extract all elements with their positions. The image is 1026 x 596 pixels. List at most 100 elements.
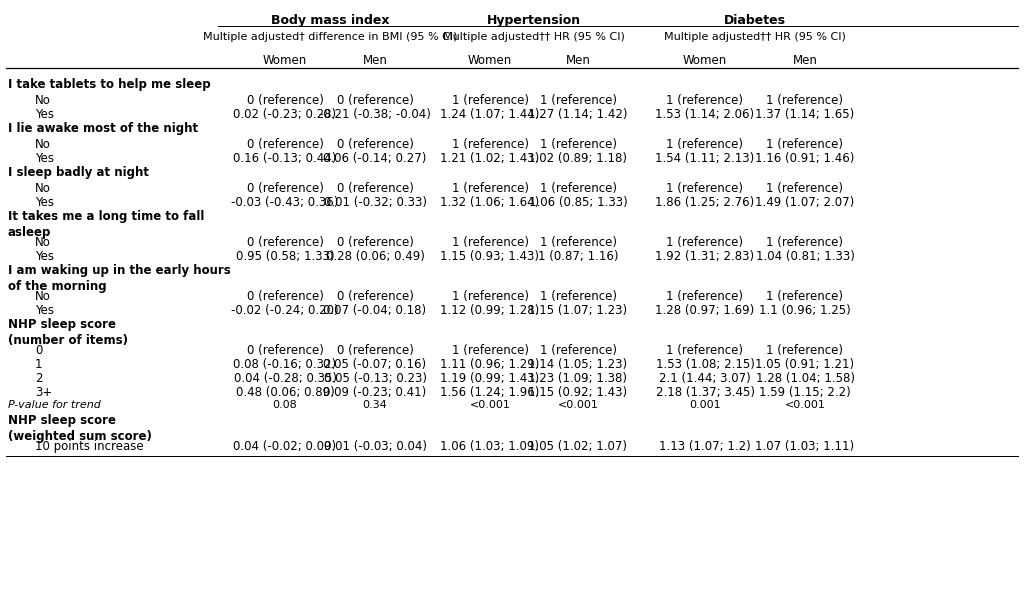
Text: <0.001: <0.001	[785, 400, 826, 410]
Text: No: No	[35, 182, 51, 195]
Text: I take tablets to help me sleep: I take tablets to help me sleep	[8, 78, 210, 91]
Text: 0.05 (-0.07; 0.16): 0.05 (-0.07; 0.16)	[323, 358, 427, 371]
Text: 1.28 (1.04; 1.58): 1.28 (1.04; 1.58)	[755, 372, 855, 385]
Text: 1 (reference): 1 (reference)	[667, 236, 744, 249]
Text: 0.04 (-0.28; 0.35): 0.04 (-0.28; 0.35)	[234, 372, 337, 385]
Text: Yes: Yes	[35, 152, 54, 165]
Text: Women: Women	[263, 54, 307, 67]
Text: Yes: Yes	[35, 196, 54, 209]
Text: No: No	[35, 138, 51, 151]
Text: 1.32 (1.06; 1.64): 1.32 (1.06; 1.64)	[440, 196, 540, 209]
Text: 0.05 (-0.13; 0.23): 0.05 (-0.13; 0.23)	[323, 372, 427, 385]
Text: 1.37 (1.14; 1.65): 1.37 (1.14; 1.65)	[755, 108, 855, 121]
Text: 0.09 (-0.23; 0.41): 0.09 (-0.23; 0.41)	[323, 386, 427, 399]
Text: -0.21 (-0.38; -0.04): -0.21 (-0.38; -0.04)	[319, 108, 431, 121]
Text: Women: Women	[468, 54, 512, 67]
Text: 1 (reference): 1 (reference)	[540, 344, 617, 357]
Text: NHP sleep score
(weighted sum score): NHP sleep score (weighted sum score)	[8, 414, 152, 443]
Text: 1 (reference): 1 (reference)	[451, 344, 528, 357]
Text: 1 (reference): 1 (reference)	[451, 138, 528, 151]
Text: 1 (reference): 1 (reference)	[766, 344, 843, 357]
Text: 0 (reference): 0 (reference)	[246, 236, 323, 249]
Text: 1.1 (0.96; 1.25): 1.1 (0.96; 1.25)	[759, 304, 851, 317]
Text: 1.15 (0.92; 1.43): 1.15 (0.92; 1.43)	[528, 386, 628, 399]
Text: 2.18 (1.37; 3.45): 2.18 (1.37; 3.45)	[656, 386, 754, 399]
Text: Men: Men	[792, 54, 818, 67]
Text: Body mass index: Body mass index	[271, 14, 389, 27]
Text: 1.23 (1.09; 1.38): 1.23 (1.09; 1.38)	[528, 372, 628, 385]
Text: 1.05 (0.91; 1.21): 1.05 (0.91; 1.21)	[755, 358, 855, 371]
Text: 1 (reference): 1 (reference)	[766, 182, 843, 195]
Text: 0.48 (0.06; 0.89): 0.48 (0.06; 0.89)	[236, 386, 334, 399]
Text: 1 (reference): 1 (reference)	[451, 182, 528, 195]
Text: 0.07 (-0.04; 0.18): 0.07 (-0.04; 0.18)	[323, 304, 427, 317]
Text: 1.12 (0.99; 1.28): 1.12 (0.99; 1.28)	[440, 304, 540, 317]
Text: 0.28 (0.06; 0.49): 0.28 (0.06; 0.49)	[325, 250, 425, 263]
Text: I am waking up in the early hours
of the morning: I am waking up in the early hours of the…	[8, 264, 231, 293]
Text: Yes: Yes	[35, 304, 54, 317]
Text: 1 (reference): 1 (reference)	[451, 290, 528, 303]
Text: 1.04 (0.81; 1.33): 1.04 (0.81; 1.33)	[755, 250, 855, 263]
Text: <0.001: <0.001	[470, 400, 511, 410]
Text: 1.53 (1.14; 2.06): 1.53 (1.14; 2.06)	[656, 108, 754, 121]
Text: 0.34: 0.34	[362, 400, 388, 410]
Text: It takes me a long time to fall
asleep: It takes me a long time to fall asleep	[8, 210, 204, 239]
Text: <0.001: <0.001	[557, 400, 598, 410]
Text: 2: 2	[35, 372, 42, 385]
Text: 1.86 (1.25; 2.76): 1.86 (1.25; 2.76)	[656, 196, 755, 209]
Text: No: No	[35, 94, 51, 107]
Text: 0.01 (-0.32; 0.33): 0.01 (-0.32; 0.33)	[323, 196, 427, 209]
Text: 1.05 (1.02; 1.07): 1.05 (1.02; 1.07)	[528, 440, 628, 453]
Text: 1 (reference): 1 (reference)	[667, 138, 744, 151]
Text: 0.04 (-0.02; 0.09): 0.04 (-0.02; 0.09)	[234, 440, 337, 453]
Text: 1 (reference): 1 (reference)	[667, 94, 744, 107]
Text: 0 (reference): 0 (reference)	[337, 94, 413, 107]
Text: 1.15 (0.93; 1.43): 1.15 (0.93; 1.43)	[440, 250, 540, 263]
Text: 0 (reference): 0 (reference)	[246, 182, 323, 195]
Text: 1.49 (1.07; 2.07): 1.49 (1.07; 2.07)	[755, 196, 855, 209]
Text: 1.19 (0.99; 1.43): 1.19 (0.99; 1.43)	[440, 372, 540, 385]
Text: 1.15 (1.07; 1.23): 1.15 (1.07; 1.23)	[528, 304, 628, 317]
Text: 1.53 (1.08; 2.15): 1.53 (1.08; 2.15)	[656, 358, 754, 371]
Text: 1.02 (0.89; 1.18): 1.02 (0.89; 1.18)	[528, 152, 628, 165]
Text: P-value for trend: P-value for trend	[8, 400, 101, 410]
Text: 1 (reference): 1 (reference)	[540, 138, 617, 151]
Text: Diabetes: Diabetes	[724, 14, 786, 27]
Text: 1 (reference): 1 (reference)	[667, 290, 744, 303]
Text: 0.06 (-0.14; 0.27): 0.06 (-0.14; 0.27)	[323, 152, 427, 165]
Text: 1.59 (1.15; 2.2): 1.59 (1.15; 2.2)	[759, 386, 851, 399]
Text: 1 (reference): 1 (reference)	[766, 290, 843, 303]
Text: I sleep badly at night: I sleep badly at night	[8, 166, 149, 179]
Text: No: No	[35, 236, 51, 249]
Text: 0 (reference): 0 (reference)	[246, 94, 323, 107]
Text: 1 (reference): 1 (reference)	[766, 94, 843, 107]
Text: 0.001: 0.001	[689, 400, 721, 410]
Text: 1.28 (0.97; 1.69): 1.28 (0.97; 1.69)	[656, 304, 755, 317]
Text: Multiple adjusted†† HR (95 % CI): Multiple adjusted†† HR (95 % CI)	[443, 32, 625, 42]
Text: 0 (reference): 0 (reference)	[337, 344, 413, 357]
Text: NHP sleep score
(number of items): NHP sleep score (number of items)	[8, 318, 128, 347]
Text: Multiple adjusted† difference in BMI (95 % CI): Multiple adjusted† difference in BMI (95…	[203, 32, 458, 42]
Text: 0.16 (-0.13; 0.44): 0.16 (-0.13; 0.44)	[233, 152, 337, 165]
Text: 1.16 (0.91; 1.46): 1.16 (0.91; 1.46)	[755, 152, 855, 165]
Text: 0.08: 0.08	[273, 400, 298, 410]
Text: 1 (reference): 1 (reference)	[766, 236, 843, 249]
Text: 1.06 (1.03; 1.09): 1.06 (1.03; 1.09)	[440, 440, 540, 453]
Text: 0.08 (-0.16; 0.32): 0.08 (-0.16; 0.32)	[234, 358, 337, 371]
Text: 0: 0	[35, 344, 42, 357]
Text: 0 (reference): 0 (reference)	[337, 236, 413, 249]
Text: 1.21 (1.02; 1.43): 1.21 (1.02; 1.43)	[440, 152, 540, 165]
Text: 1.11 (0.96; 1.29): 1.11 (0.96; 1.29)	[440, 358, 540, 371]
Text: Yes: Yes	[35, 108, 54, 121]
Text: 1.07 (1.03; 1.11): 1.07 (1.03; 1.11)	[755, 440, 855, 453]
Text: -0.02 (-0.24; 0.20): -0.02 (-0.24; 0.20)	[231, 304, 339, 317]
Text: 1 (reference): 1 (reference)	[667, 344, 744, 357]
Text: Women: Women	[683, 54, 727, 67]
Text: Men: Men	[565, 54, 590, 67]
Text: 1 (0.87; 1.16): 1 (0.87; 1.16)	[538, 250, 619, 263]
Text: 1 (reference): 1 (reference)	[451, 94, 528, 107]
Text: 1 (reference): 1 (reference)	[766, 138, 843, 151]
Text: 1.92 (1.31; 2.83): 1.92 (1.31; 2.83)	[656, 250, 754, 263]
Text: 1.14 (1.05; 1.23): 1.14 (1.05; 1.23)	[528, 358, 628, 371]
Text: 1 (reference): 1 (reference)	[540, 236, 617, 249]
